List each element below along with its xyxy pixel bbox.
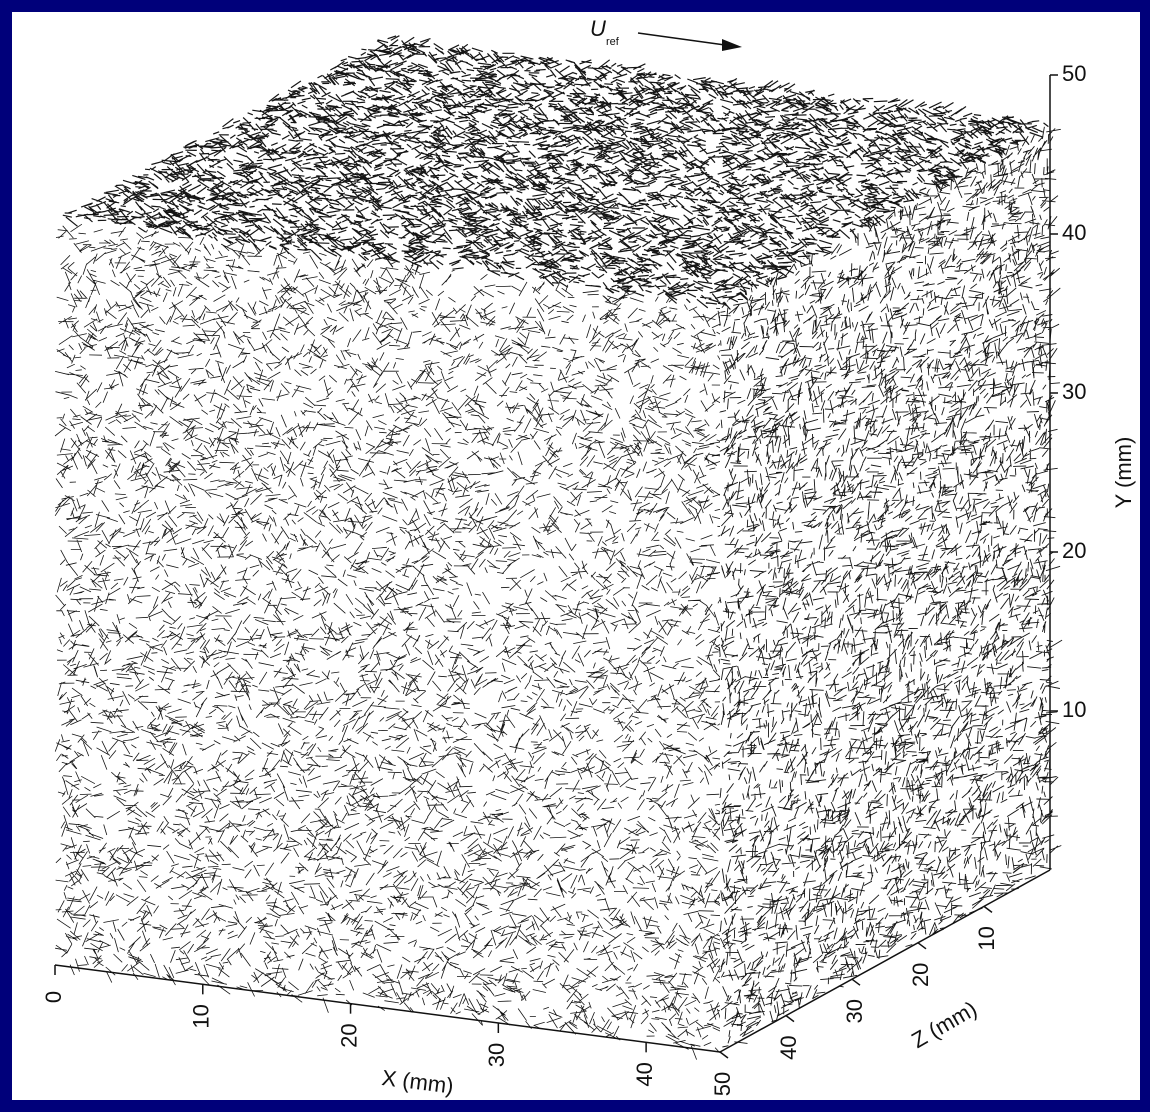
y-tick-label: 30 — [1062, 379, 1086, 404]
z-tick-label: 10 — [974, 926, 999, 950]
x-tick-label: 0 — [41, 991, 66, 1003]
annotation-subscript: ref — [606, 36, 620, 48]
z-tick-label: 40 — [776, 1035, 801, 1059]
x-tick-label: 20 — [336, 1023, 361, 1047]
x-tick-label: 10 — [189, 1004, 214, 1028]
y-tick-label: 40 — [1062, 220, 1086, 245]
x-tick-label: 40 — [632, 1062, 657, 1086]
z-tick-label: 20 — [908, 963, 933, 987]
y-tick-label: 50 — [1062, 61, 1086, 86]
y-axis-label: Y (mm) — [1111, 437, 1136, 509]
y-tick-label: 20 — [1062, 538, 1086, 563]
annotation: U — [590, 16, 606, 41]
z-tick-label: 30 — [842, 999, 867, 1023]
y-tick-label: 10 — [1062, 697, 1086, 722]
x-tick-label: 30 — [484, 1043, 509, 1067]
z-tick-label: 50 — [710, 1072, 735, 1096]
chart: 01020304010203040501020304050X (mm)Z (mm… — [0, 0, 1150, 1112]
vector-field-group — [55, 36, 1062, 1060]
page: 01020304010203040501020304050X (mm)Z (mm… — [0, 0, 1150, 1112]
